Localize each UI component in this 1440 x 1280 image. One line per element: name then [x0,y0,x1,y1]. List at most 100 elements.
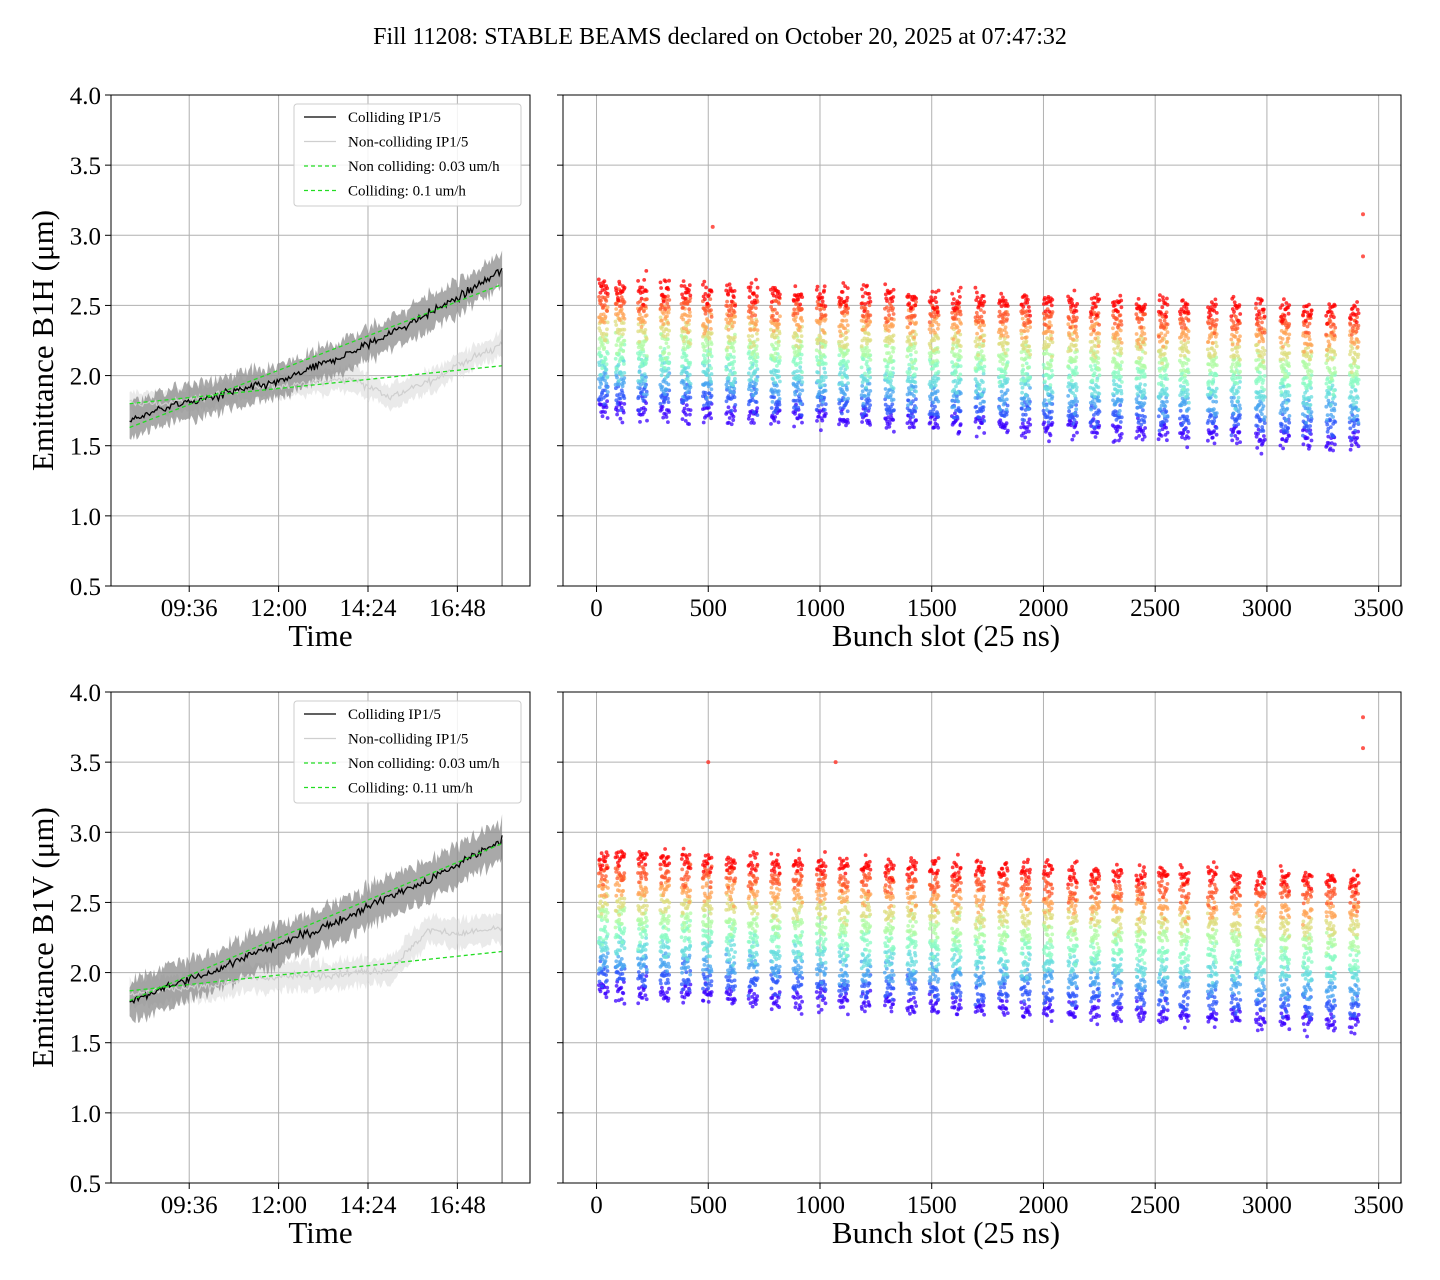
data-point [1263,395,1267,399]
data-point [724,367,729,372]
data-point [998,407,1003,412]
data-point [732,395,737,400]
data-point [666,321,670,325]
data-point [1074,309,1079,313]
data-point [822,288,826,293]
data-point [1116,370,1121,375]
data-point [729,354,733,359]
data-point [1158,369,1162,373]
x-tick-label: 3500 [1354,595,1404,622]
data-point [1332,408,1337,413]
data-point [1212,419,1217,423]
data-point [956,289,961,293]
data-point [733,371,737,375]
data-point [667,328,671,333]
data-point [1353,428,1358,433]
data-point [797,374,801,378]
data-point [1178,408,1183,413]
data-point [845,310,850,315]
data-point [637,408,642,413]
data-point [776,340,781,344]
data-point [1282,366,1286,371]
data-point [913,313,917,318]
data-point [705,301,710,306]
data-point [1118,403,1123,408]
data-point [1142,306,1147,310]
data-point [683,386,688,390]
data-point [1283,372,1288,376]
data-point [1259,418,1263,422]
data-point [778,379,782,384]
data-point [701,420,706,425]
y-tick-label: 1.0 [70,504,101,531]
data-point [1139,325,1144,330]
data-point [729,422,734,427]
data-point [1233,407,1238,411]
data-point [1095,292,1100,297]
data-point [981,339,986,343]
data-point [1185,388,1190,392]
data-point [665,332,670,337]
data-point [1092,301,1097,306]
data-point [1140,317,1145,322]
data-point [1161,344,1166,349]
data-point [709,416,713,421]
data-point [1309,369,1314,374]
data-point [930,392,935,397]
data-point [891,349,895,354]
data-point [598,989,603,994]
data-point [1004,397,1009,402]
data-point [1309,312,1313,316]
data-point [1043,323,1048,327]
data-point [837,422,841,427]
data-point [773,415,778,419]
data-point [1186,436,1191,440]
data-point [979,328,984,333]
data-point [1021,304,1026,309]
data-point [867,348,871,353]
data-point [725,353,730,357]
data-point [1119,397,1124,402]
data-point [1353,358,1357,363]
y-tick-label: 2.5 [70,890,101,917]
data-point [1165,330,1170,335]
data-point [1231,411,1236,416]
data-point [1157,298,1162,303]
data-point [1280,303,1285,307]
data-point [844,330,848,335]
data-point [1206,340,1211,344]
data-point [1073,394,1077,398]
data-point [1307,444,1312,448]
data-point [958,312,963,317]
data-point [1324,353,1329,358]
data-point [1093,355,1098,360]
data-point [982,387,987,392]
data-point [930,403,934,408]
data-point [999,389,1004,394]
data-point [1050,354,1054,359]
x-tick-label: 14:24 [340,595,397,622]
data-point [1208,368,1212,373]
data-point [1235,381,1240,386]
data-point [1332,333,1337,338]
data-point [1355,372,1360,377]
data-point [1333,325,1338,330]
data-point [868,313,873,318]
data-point [907,338,912,343]
data-point [1112,303,1117,308]
data-point [1236,409,1241,414]
data-point [687,318,691,323]
data-point [823,343,828,347]
data-point [603,410,607,414]
data-point [912,372,917,377]
data-point [615,351,619,356]
data-point [621,321,626,325]
data-point [1165,430,1170,435]
data-point [753,370,758,374]
data-point [666,366,671,371]
data-point [1280,422,1284,427]
data-point [1097,322,1101,327]
data-point [604,381,609,386]
data-point [1238,312,1243,316]
data-point [660,318,664,323]
